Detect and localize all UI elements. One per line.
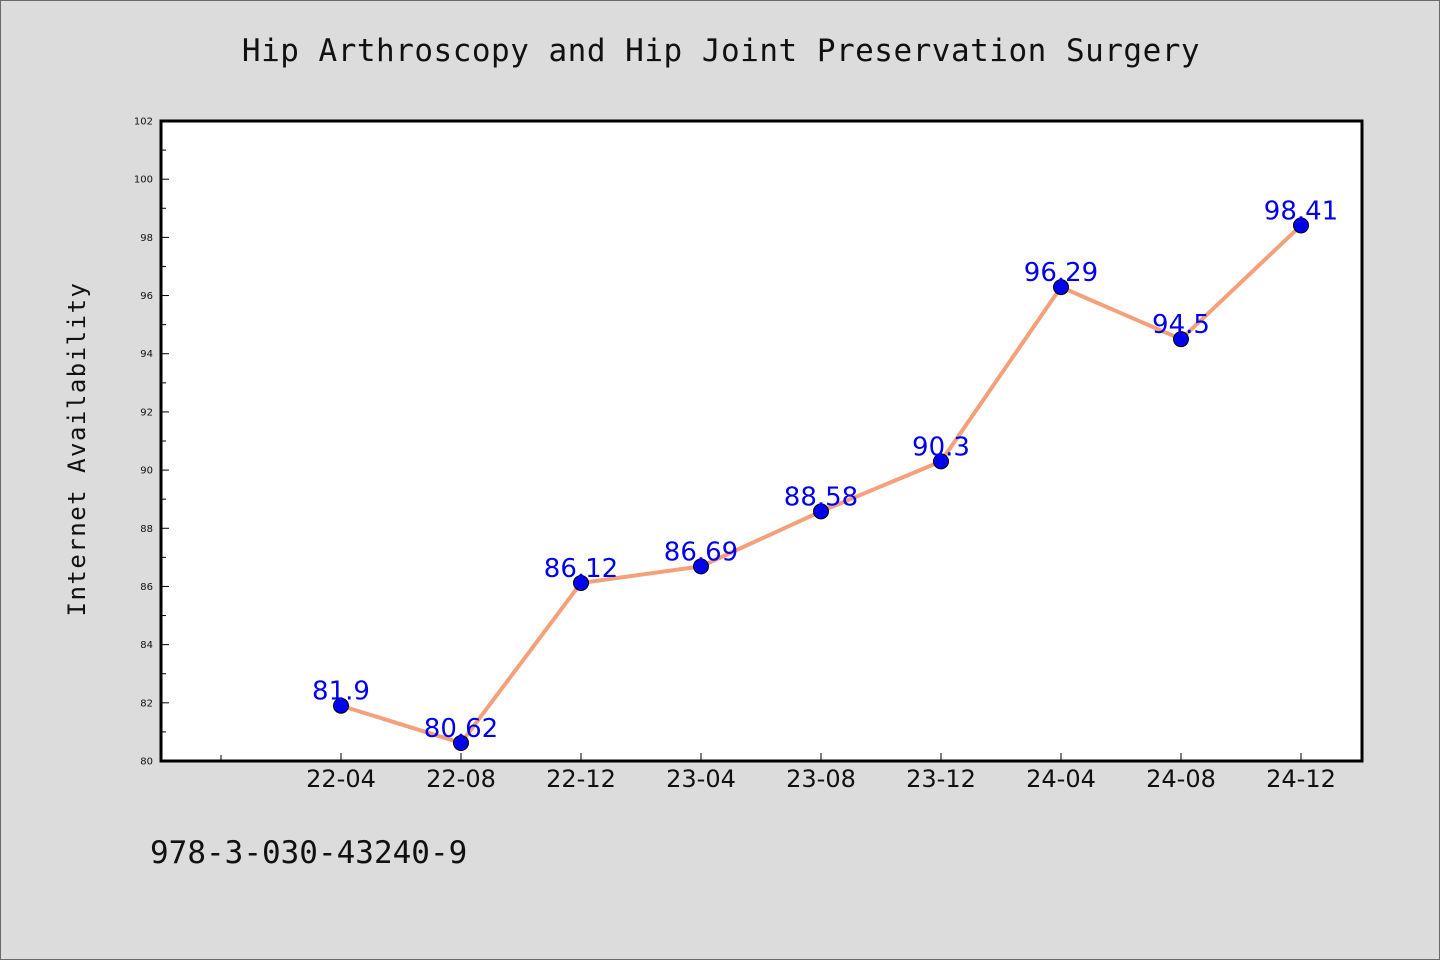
y-tick-label: 102 xyxy=(134,117,153,128)
y-tick-label: 94 xyxy=(140,349,153,360)
y-tick-label: 86 xyxy=(140,582,153,593)
x-tick-label: 23-08 xyxy=(786,765,856,793)
series-layer xyxy=(333,217,1309,751)
data-point xyxy=(573,574,589,591)
data-label: 86.12 xyxy=(544,554,618,584)
x-tick-label: 23-12 xyxy=(906,765,976,793)
data-point xyxy=(453,734,469,751)
x-tick-label: 24-04 xyxy=(1026,765,1096,793)
data-point xyxy=(933,453,949,470)
y-tick-label: 88 xyxy=(140,524,153,535)
x-tick-label: 22-12 xyxy=(546,765,616,793)
y-tick-label: 80 xyxy=(140,757,153,768)
y-tick-label: 92 xyxy=(140,407,153,418)
data-point xyxy=(693,558,709,575)
y-tick-label: 100 xyxy=(134,175,153,186)
x-tick-label: 23-04 xyxy=(666,765,736,793)
data-labels-layer: 81.9 80.62 86.12 86.69 88.58 90.3 96.29 94.5 98.… xyxy=(312,196,1338,744)
data-label: 98.41 xyxy=(1264,196,1338,226)
x-axis-ticks: 22-04 22-08 22-12 23-04 23-08 23-12 24-04 24-08… xyxy=(220,753,1336,793)
y-tick-label: 90 xyxy=(140,466,153,477)
x-tick-label: 22-08 xyxy=(426,765,496,793)
data-label: 80.62 xyxy=(424,714,498,744)
data-label: 81.9 xyxy=(312,677,370,707)
plot-area xyxy=(161,121,1362,761)
y-tick-label: 82 xyxy=(140,698,153,709)
data-point xyxy=(1293,217,1309,234)
data-label: 90.3 xyxy=(912,432,970,462)
plot-frame xyxy=(159,119,1364,763)
y-tick-label: 84 xyxy=(140,640,153,651)
chart-title: Hip Arthroscopy and Hip Joint Preservati… xyxy=(241,33,1201,69)
footnote-isbn: 978-3-030-43240-9 xyxy=(150,835,468,871)
y-tick-label: 96 xyxy=(140,291,153,302)
data-label: 94.5 xyxy=(1152,310,1210,340)
data-point xyxy=(333,697,349,714)
data-label: 86.69 xyxy=(664,537,738,567)
x-tick-label: 24-12 xyxy=(1266,765,1336,793)
x-tick-label: 22-04 xyxy=(306,765,376,793)
y-tick-label: 98 xyxy=(140,233,153,244)
data-point xyxy=(1053,279,1069,296)
data-label: 88.58 xyxy=(784,482,858,512)
data-point xyxy=(813,503,829,520)
data-point xyxy=(1173,331,1189,348)
data-label: 96.29 xyxy=(1024,258,1098,288)
x-tick-label: 24-08 xyxy=(1146,765,1216,793)
